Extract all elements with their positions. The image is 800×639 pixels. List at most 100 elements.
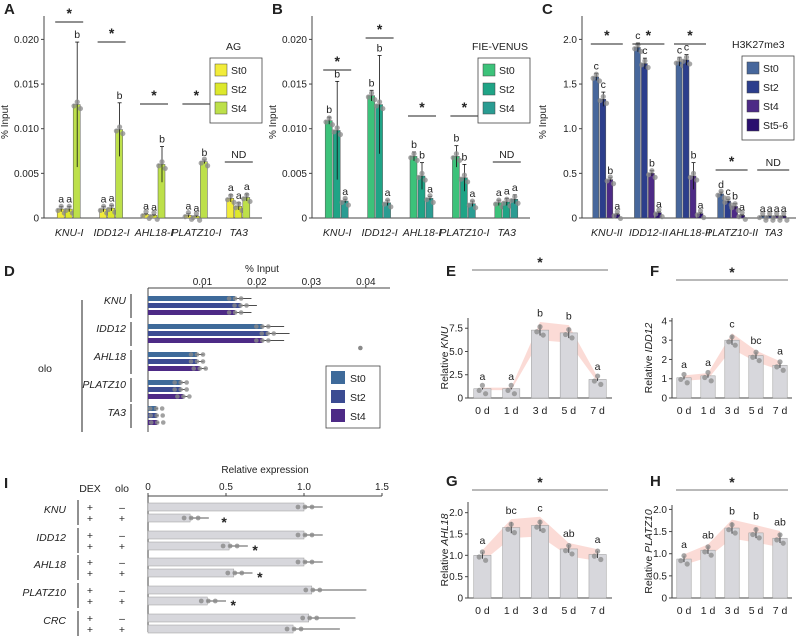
data-point — [71, 103, 77, 109]
bar — [148, 352, 198, 357]
y-tick-label: 0.020 — [282, 35, 307, 46]
data-point — [226, 296, 232, 301]
legend: AG St0 St2 St4 — [209, 41, 263, 124]
data-point — [512, 193, 518, 200]
category-label: AHL18-I — [134, 227, 174, 239]
data-point — [381, 201, 387, 207]
data-point — [300, 615, 306, 621]
significance-mark: * — [377, 21, 383, 37]
panel-label: H — [650, 473, 661, 490]
data-point — [450, 155, 456, 161]
significance-mark: * — [646, 27, 652, 43]
significance-letter: a — [739, 201, 745, 213]
data-point — [457, 157, 463, 163]
data-point — [729, 522, 735, 528]
data-point — [690, 170, 697, 176]
legend-swatch — [214, 101, 228, 115]
data-point — [309, 504, 315, 510]
data-point — [563, 331, 569, 338]
x-tick-label: 1.0 — [297, 482, 311, 493]
significance-letter: b — [649, 158, 655, 170]
significance-letter: a — [342, 186, 348, 198]
panel-label: G — [446, 473, 458, 490]
data-point — [458, 176, 464, 182]
significance-letter: c — [594, 60, 599, 72]
data-point — [702, 549, 708, 555]
data-point — [295, 532, 301, 538]
y-tick-label: 2.0 — [449, 508, 463, 519]
category-label: IDD12-I — [94, 227, 130, 239]
data-point — [193, 210, 199, 217]
panel-label: D — [4, 263, 15, 280]
data-point — [271, 331, 277, 336]
data-point — [496, 197, 502, 203]
data-point — [593, 71, 599, 77]
data-point — [101, 203, 107, 210]
y-tick-label: 2.0 — [563, 35, 577, 46]
data-point — [653, 211, 659, 217]
x-tick-label: 1.5 — [375, 482, 389, 493]
data-point — [678, 376, 684, 383]
data-point — [777, 532, 783, 538]
olo-mark: + — [119, 596, 125, 608]
data-point — [317, 587, 323, 593]
category-label: 7 d — [590, 605, 605, 617]
x-tick-label: 0.04 — [356, 277, 376, 288]
legend-entry: St2 — [231, 84, 247, 96]
data-point — [479, 382, 485, 388]
data-point — [197, 217, 203, 223]
data-point — [232, 570, 238, 576]
y-axis-label-prefix: Relative — [643, 352, 655, 393]
olo-mark: + — [119, 513, 125, 525]
data-point — [298, 626, 304, 632]
bar — [148, 338, 263, 343]
data-point — [175, 394, 180, 399]
legend-swatch — [482, 82, 496, 96]
y-tick-label: 0 — [33, 214, 39, 225]
data-point — [736, 214, 742, 220]
significance-letter: a — [469, 188, 475, 200]
data-point — [377, 99, 383, 105]
data-point — [511, 530, 517, 536]
data-point — [466, 202, 472, 208]
bar — [648, 173, 655, 219]
data-point — [642, 58, 648, 64]
category-label: 0 d — [677, 605, 692, 617]
olo-mark: + — [119, 541, 125, 553]
data-point — [617, 215, 624, 222]
data-point — [540, 527, 546, 534]
olo-mark: + — [119, 624, 125, 636]
significance-letter: c — [537, 503, 542, 515]
data-point — [763, 214, 770, 221]
bar — [147, 568, 235, 578]
bar — [700, 549, 716, 599]
bar — [717, 193, 724, 219]
category-label: 3 d — [725, 405, 740, 417]
significance-letter: b — [334, 68, 340, 80]
data-point — [302, 532, 308, 538]
legend-entry: St4 — [231, 103, 247, 115]
data-point — [232, 296, 238, 301]
data-point — [254, 324, 259, 329]
data-point — [372, 97, 378, 103]
legend-swatch — [214, 82, 228, 96]
data-point — [58, 203, 64, 210]
y-axis-label: % Input — [268, 105, 279, 139]
dex-mark: + — [87, 568, 93, 580]
data-point — [191, 366, 197, 371]
data-point — [238, 296, 244, 301]
data-point — [159, 406, 165, 411]
data-point — [590, 75, 596, 81]
significance-letter: a — [185, 201, 191, 213]
dex-mark: + — [87, 502, 93, 514]
data-point — [483, 557, 489, 563]
dex-mark: + — [87, 585, 93, 597]
data-point — [143, 209, 149, 215]
data-point — [635, 42, 641, 48]
panel-I: I Relative expression 0 0.5 1.0 1.5 DEX olo KNU +… — [4, 465, 389, 636]
data-point — [408, 155, 414, 161]
significance-letter: a — [614, 201, 620, 213]
significance-letter: a — [244, 181, 250, 193]
category-label: PLATZ10-II — [705, 227, 758, 239]
